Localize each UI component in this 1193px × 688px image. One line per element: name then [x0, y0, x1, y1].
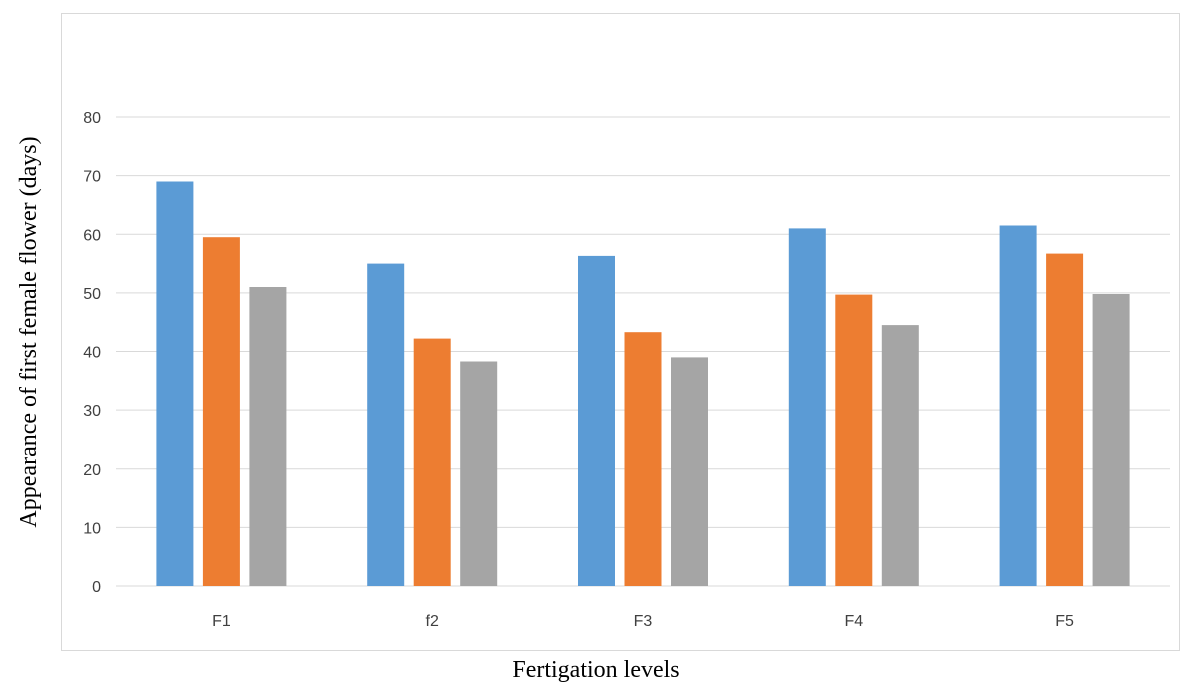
x-axis-title: Fertigation levels — [512, 657, 679, 683]
bar-f2-series-1 — [367, 263, 405, 586]
bar-F4-series-2 — [835, 294, 873, 586]
y-tick-label: 20 — [83, 462, 101, 479]
x-tick-labels: F1 f2 F3 F4 F5 — [212, 613, 1074, 630]
y-tick-label: 30 — [83, 403, 101, 420]
y-axis-title: Appearance of first female flower (days) — [16, 136, 42, 527]
y-tick-label: 0 — [92, 579, 101, 596]
bar-F4-series-1 — [788, 228, 826, 586]
bar-F4-series-3 — [881, 325, 919, 586]
y-tick-labels: 0 10 20 30 40 50 60 70 80 — [83, 110, 101, 596]
bar-F3-series-2 — [624, 332, 662, 586]
x-tick-label: F4 — [844, 613, 863, 630]
x-tick-label: F3 — [634, 613, 653, 630]
bar-F1-series-1 — [156, 181, 194, 586]
gridlines — [116, 116, 1170, 587]
y-tick-label: 80 — [83, 110, 101, 127]
x-tick-label: f2 — [426, 613, 439, 630]
bar-F5-series-3 — [1092, 294, 1130, 586]
y-tick-label: 10 — [83, 520, 101, 537]
bar-F3-series-1 — [578, 255, 615, 586]
bar-F5-series-1 — [999, 225, 1037, 586]
bar-F5-series-2 — [1046, 253, 1084, 586]
bars — [156, 181, 1130, 586]
bar-f2-series-2 — [413, 338, 451, 586]
bar-F1-series-3 — [249, 287, 287, 586]
y-tick-label: 60 — [83, 227, 101, 244]
x-tick-label: F5 — [1055, 613, 1074, 630]
x-tick-label: F1 — [212, 613, 231, 630]
y-tick-label: 50 — [83, 286, 101, 303]
y-tick-label: 40 — [83, 345, 101, 362]
bar-F3-series-3 — [671, 357, 708, 586]
y-tick-label: 70 — [83, 169, 101, 186]
bar-f2-series-3 — [460, 361, 498, 586]
chart-frame — [61, 13, 1180, 651]
bar-F1-series-2 — [202, 237, 240, 586]
